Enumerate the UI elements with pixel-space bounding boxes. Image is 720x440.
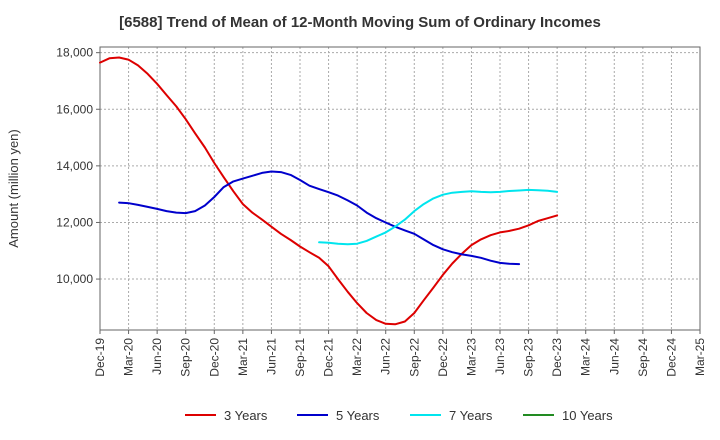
x-tick-label: Dec-21 xyxy=(322,338,336,377)
x-tick-label: Sep-20 xyxy=(179,338,193,377)
y-tick-label: 12,000 xyxy=(56,215,93,229)
gridlines xyxy=(100,47,700,330)
x-tick-label: Jun-21 xyxy=(264,338,278,375)
x-tick-label: Mar-22 xyxy=(350,338,364,376)
y-tick-label: 16,000 xyxy=(56,102,93,116)
x-tick-label: Mar-24 xyxy=(579,338,593,376)
plot-area xyxy=(99,46,701,331)
x-tick-label: Jun-24 xyxy=(607,338,621,375)
x-axis-ticks: Dec-19 Mar-20 Jun-20 Sep-20 Dec-20 Mar-21 Jun-… xyxy=(93,330,707,377)
series-line-5-years xyxy=(118,170,521,266)
x-tick-label: Jun-20 xyxy=(150,338,164,375)
x-tick-label: Dec-24 xyxy=(664,338,678,377)
y-tick-label: 14,000 xyxy=(56,159,93,173)
x-tick-label: Mar-20 xyxy=(122,338,136,376)
x-tick-label: Sep-24 xyxy=(636,338,650,377)
series-line-3-years xyxy=(99,56,559,326)
x-tick-label: Dec-22 xyxy=(436,338,450,377)
series-line-7-years xyxy=(318,188,559,246)
x-tick-label: Sep-22 xyxy=(407,338,421,377)
y-tick-label: 10,000 xyxy=(56,272,93,286)
x-tick-label: Dec-23 xyxy=(550,338,564,377)
legend-label-10-years: 10 Years xyxy=(562,408,613,423)
legend-label-3-years: 3 Years xyxy=(224,408,268,423)
y-tick-label: 18,000 xyxy=(56,46,93,60)
x-tick-label: Dec-19 xyxy=(93,338,107,377)
legend: 3 Years 5 Years 7 Years 10 Years xyxy=(185,408,613,423)
x-tick-label: Jun-22 xyxy=(379,338,393,375)
y-axis-ticks: 10,000 12,000 14,000 16,000 18,000 xyxy=(56,46,100,286)
x-tick-label: Dec-20 xyxy=(207,338,221,377)
x-tick-label: Mar-21 xyxy=(236,338,250,376)
legend-label-7-years: 7 Years xyxy=(449,408,493,423)
x-tick-label: Mar-23 xyxy=(464,338,478,376)
legend-label-5-years: 5 Years xyxy=(336,408,380,423)
x-tick-label: Jun-23 xyxy=(493,338,507,375)
y-axis-title: Amount (million yen) xyxy=(6,129,21,248)
x-tick-label: Sep-21 xyxy=(293,338,307,377)
x-tick-label: Mar-25 xyxy=(693,338,707,376)
series-lines xyxy=(99,56,559,326)
chart-title: [6588] Trend of Mean of 12-Month Moving … xyxy=(119,14,601,31)
x-tick-label: Sep-23 xyxy=(522,338,536,377)
